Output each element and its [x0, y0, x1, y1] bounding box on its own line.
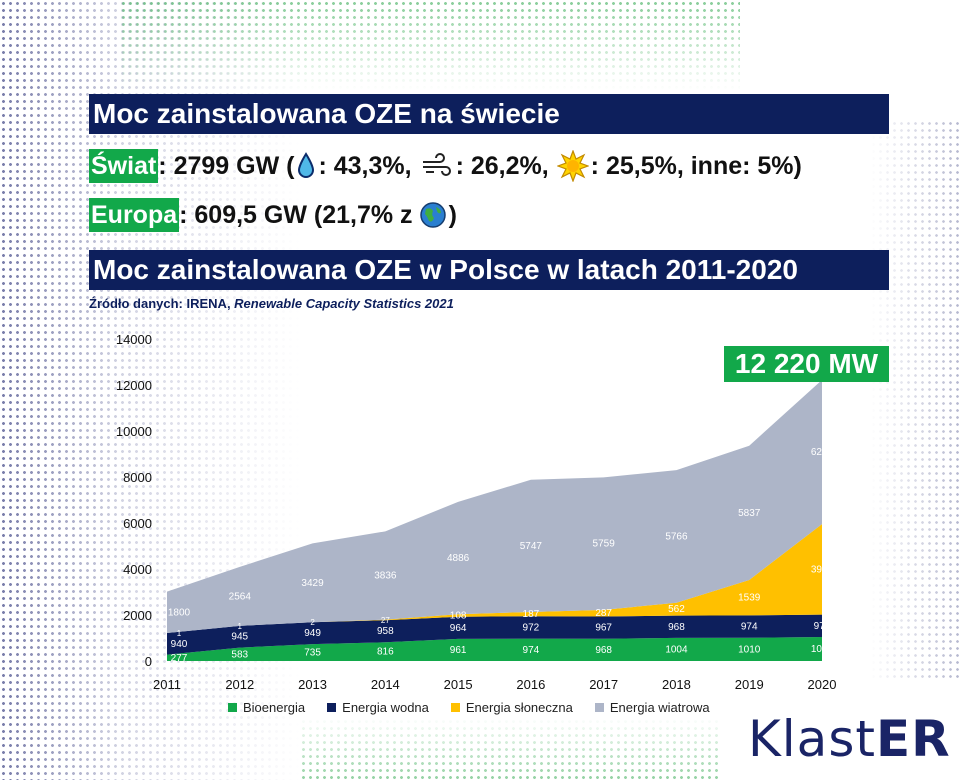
data-label: 5759 [593, 539, 616, 550]
data-label: 976 [814, 621, 831, 632]
data-label: 974 [523, 645, 540, 656]
legend-item: Energia słoneczna [450, 700, 573, 715]
data-label: 6267 [811, 447, 834, 458]
area-series-3 [167, 379, 822, 633]
logo-part1: Klast [748, 710, 876, 768]
y-tick-label: 0 [145, 654, 152, 669]
europe-value: : 609,5 GW (21,7% z [179, 200, 413, 229]
y-tick-label: 12000 [116, 378, 152, 393]
data-label: 1539 [738, 593, 761, 604]
data-label: 964 [450, 623, 467, 634]
data-label: 2 [310, 618, 315, 627]
klaster-logo: KlastER [748, 710, 951, 768]
x-tick-label: 2014 [371, 677, 400, 692]
chart-legend: Bioenergia Energia wodna Energia słoneczna… [228, 700, 710, 715]
world-hydro-share: : 43,3%, [318, 151, 412, 180]
data-label: 277 [171, 653, 188, 664]
data-label: 974 [741, 622, 758, 633]
data-label: 816 [377, 647, 394, 658]
data-label: 3429 [301, 578, 324, 589]
area-series-1 [167, 614, 822, 655]
world-label: Świat [89, 149, 159, 183]
data-label: 5747 [520, 541, 543, 552]
legend-item: Bioenergia [228, 700, 305, 715]
world-wind-share: : 26,2%, [455, 151, 549, 180]
x-tick-label: 2017 [589, 677, 618, 692]
data-label: 735 [304, 648, 321, 659]
data-label: 945 [231, 632, 248, 643]
source-prefix: Źródło danych: IRENA, [89, 296, 235, 311]
x-tick-label: 2020 [808, 677, 837, 692]
data-label: 287 [595, 608, 612, 619]
data-label: 5766 [665, 531, 688, 542]
data-label: 583 [231, 649, 248, 660]
data-label: 5837 [738, 508, 761, 519]
data-label: 1041 [811, 644, 834, 655]
data-label: 1800 [168, 607, 191, 618]
x-tick-label: 2011 [153, 677, 181, 692]
x-tick-label: 2012 [225, 677, 254, 692]
legend-label: Bioenergia [243, 700, 306, 715]
area-series-0 [167, 637, 822, 661]
sun-icon [556, 150, 589, 182]
world-stats-line: Świat : 2799 GW ( : 43,3%, : 26,2%, : 25… [89, 149, 802, 183]
europe-stats-line: Europa : 609,5 GW (21,7% z ) [89, 198, 457, 232]
legend-swatch [450, 703, 460, 712]
wind-icon [420, 153, 454, 179]
data-label: 3936 [811, 564, 834, 575]
europe-close: ) [448, 200, 457, 229]
legend-item: Energia wodna [327, 700, 429, 715]
source-title: Renewable Capacity Statistics 2021 [234, 296, 454, 311]
data-label: 967 [595, 623, 612, 634]
y-tick-label: 10000 [116, 424, 152, 439]
data-label: 968 [595, 645, 612, 656]
data-source: Źródło danych: IRENA, Renewable Capacity… [89, 296, 454, 311]
legend-label: Energia wiatrowa [609, 700, 710, 715]
world-title-banner: Moc zainstalowana OZE na świecie [89, 94, 889, 134]
legend-item: Energia wiatrowa [594, 700, 710, 715]
data-label: 2564 [229, 591, 252, 602]
data-label: 108 [450, 610, 467, 621]
data-label: 27 [381, 616, 390, 625]
y-tick-label: 2000 [123, 608, 152, 623]
europe-label: Europa [89, 198, 180, 232]
data-label: 968 [668, 622, 685, 633]
y-tick-label: 6000 [123, 516, 152, 531]
poland-title-banner: Moc zainstalowana OZE w Polsce w latach … [89, 250, 889, 290]
data-label: 1010 [738, 644, 761, 655]
legend-swatch [327, 703, 337, 712]
data-label: 562 [668, 604, 685, 615]
data-label: 961 [450, 645, 467, 656]
y-tick-label: 8000 [123, 470, 152, 485]
x-tick-label: 2018 [662, 677, 691, 692]
x-tick-label: 2015 [444, 677, 473, 692]
world-solar-share: : 25,5%, inne: 5%) [590, 151, 802, 180]
data-label: 972 [523, 622, 540, 633]
water-drop-icon [296, 152, 316, 180]
legend-swatch [594, 703, 604, 712]
legend-swatch [228, 703, 237, 712]
legend-label: Energia słoneczna [465, 700, 573, 715]
data-label: 3836 [374, 570, 397, 581]
x-tick-label: 2013 [298, 677, 327, 692]
x-tick-label: 2019 [735, 677, 764, 692]
logo-part2: ER [875, 710, 951, 768]
x-tick-label: 2016 [516, 677, 545, 692]
total-capacity-badge: 12 220 MW [724, 346, 889, 382]
data-label: 1004 [665, 644, 688, 655]
globe-icon [419, 201, 447, 229]
data-label: 949 [304, 628, 321, 639]
data-label: 1 [238, 622, 243, 631]
data-label: 187 [523, 609, 540, 620]
data-label: 940 [171, 639, 188, 650]
y-tick-label: 4000 [123, 562, 152, 577]
data-label: 958 [377, 626, 394, 637]
data-label: 4886 [447, 553, 470, 564]
data-label: 1 [177, 629, 182, 638]
area-series-2 [167, 524, 822, 634]
world-value: : 2799 GW ( [158, 151, 295, 180]
y-tick-label: 14000 [116, 332, 152, 347]
legend-label: Energia wodna [342, 700, 429, 715]
